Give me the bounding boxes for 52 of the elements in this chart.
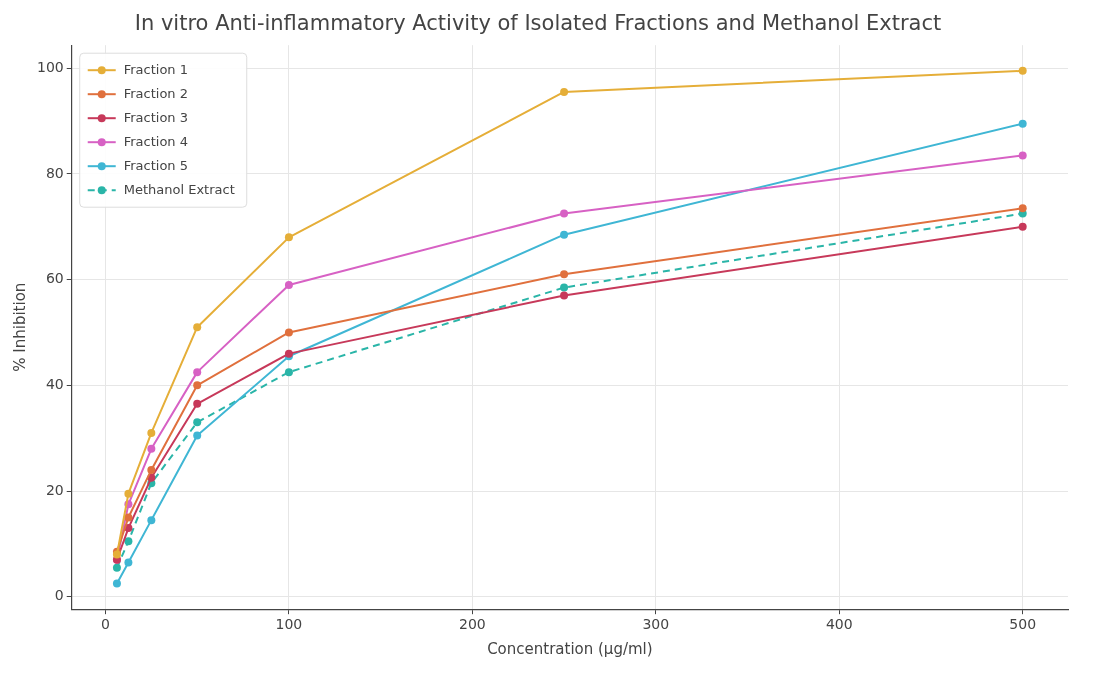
point — [1018, 151, 1027, 160]
y-tick-label: 60 — [45, 270, 64, 287]
y-tick-label: 40 — [45, 375, 64, 392]
point — [193, 418, 202, 427]
point — [1018, 66, 1027, 75]
legend-label: Methanol Extract — [123, 181, 235, 197]
point — [560, 270, 569, 279]
y-tick-label: 80 — [45, 164, 64, 181]
x-tick-label: 300 — [642, 616, 670, 633]
point — [560, 283, 569, 292]
point — [284, 233, 293, 242]
point — [147, 465, 156, 474]
point — [147, 444, 156, 453]
x-tick-label: 400 — [825, 616, 853, 633]
point — [112, 563, 121, 572]
point — [193, 431, 202, 440]
point — [560, 209, 569, 218]
y-tick-label: 0 — [54, 587, 64, 604]
point — [193, 381, 202, 390]
point — [147, 428, 156, 437]
point — [193, 368, 202, 377]
legend-label: Fraction 5 — [123, 157, 189, 173]
x-tick-label: 100 — [275, 616, 303, 633]
x-axis-title: Concentration (µg/ml) — [487, 639, 653, 658]
legend-label: Fraction 1 — [123, 61, 189, 77]
point — [1018, 119, 1027, 128]
y-axis-title: % Inhibition — [10, 282, 29, 372]
point — [193, 399, 202, 408]
x-tick-label: 500 — [1009, 616, 1037, 633]
point — [284, 280, 293, 289]
point — [147, 516, 156, 525]
point — [284, 328, 293, 337]
legend-label: Fraction 4 — [123, 133, 189, 149]
y-tick-label: 20 — [45, 481, 64, 498]
x-tick-label: 200 — [458, 616, 486, 633]
legend-label: Fraction 3 — [123, 109, 189, 125]
point — [124, 513, 133, 522]
point — [124, 537, 133, 546]
point — [560, 230, 569, 239]
y-tick-label: 100 — [36, 58, 64, 75]
point — [193, 323, 202, 332]
point — [112, 579, 121, 588]
point — [284, 368, 293, 377]
chart-title: In vitro Anti-inflammatory Activity of Isolated Fractions and Methanol Extract — [134, 11, 942, 36]
point — [1018, 204, 1027, 213]
point — [124, 558, 133, 567]
point — [1018, 222, 1027, 231]
point — [124, 489, 133, 498]
x-tick-label: 0 — [101, 616, 110, 633]
point — [560, 87, 569, 96]
point — [560, 291, 569, 300]
legend-label: Fraction 2 — [123, 85, 189, 101]
